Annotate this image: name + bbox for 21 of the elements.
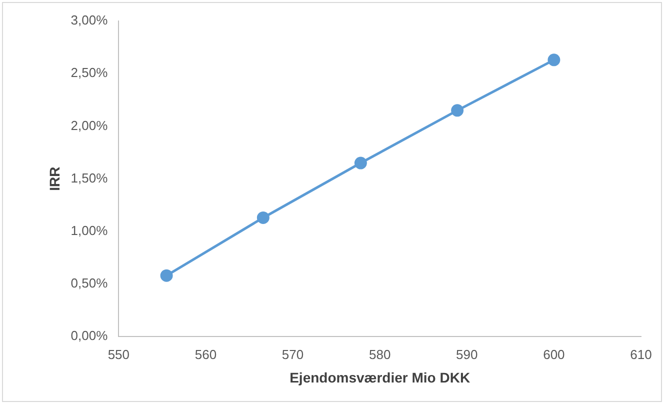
point	[256, 211, 270, 224]
point	[548, 54, 560, 66]
x-tick-label: 570	[282, 346, 304, 362]
point	[451, 104, 464, 117]
y-tick-label: 1,00%	[70, 222, 108, 238]
y-tick-label: 0,00%	[70, 328, 108, 344]
x-tick-label: 610	[630, 346, 652, 362]
x-tick-label: 550	[108, 346, 130, 362]
y-axis-title: IRR	[46, 166, 62, 191]
point	[160, 269, 173, 282]
point	[354, 156, 367, 170]
y-tick-label: 3,00%	[70, 12, 108, 28]
x-tick-label: 590	[456, 346, 478, 362]
x-axis-title: Ejendomsværdier Mio DKK	[290, 369, 470, 386]
y-tick-label: 2,50%	[70, 65, 108, 80]
x-tick-label: 600	[543, 346, 565, 362]
y-tick-label: 1,50%	[70, 170, 108, 186]
x-tick-label: 580	[368, 346, 391, 362]
x-tick-label: 560	[194, 346, 217, 362]
y-tick-label: 2,00%	[70, 118, 108, 133]
y-tick-label: 0,50%	[70, 276, 108, 291]
